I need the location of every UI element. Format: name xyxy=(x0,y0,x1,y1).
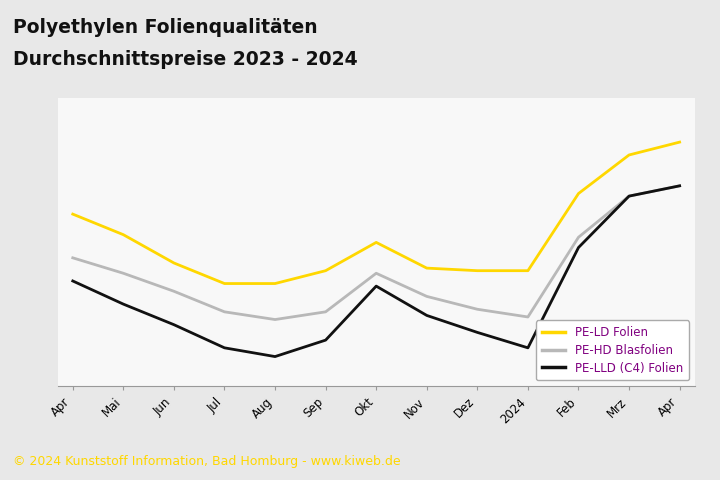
Text: Durchschnittspreise 2023 - 2024: Durchschnittspreise 2023 - 2024 xyxy=(13,50,358,70)
Text: © 2024 Kunststoff Information, Bad Homburg - www.kiweb.de: © 2024 Kunststoff Information, Bad Hombu… xyxy=(13,456,400,468)
Legend: PE-LD Folien, PE-HD Blasfolien, PE-LLD (C4) Folien: PE-LD Folien, PE-HD Blasfolien, PE-LLD (… xyxy=(536,320,689,381)
Text: Polyethylen Folienqualitäten: Polyethylen Folienqualitäten xyxy=(13,19,318,37)
